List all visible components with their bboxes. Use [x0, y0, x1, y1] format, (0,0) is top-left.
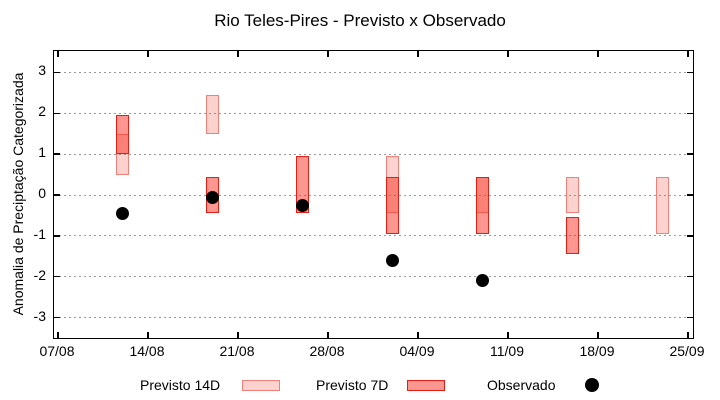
x-tick-bottom — [147, 332, 149, 338]
y-tick-left — [54, 153, 60, 155]
x-tick-bottom — [237, 332, 239, 338]
chart-title: Rio Teles-Pires - Previsto x Observado — [214, 11, 506, 30]
x-tick-label: 18/09 — [579, 343, 615, 359]
x-tick-top — [417, 51, 419, 57]
x-tick-bottom — [417, 332, 419, 338]
y-tick-right — [687, 235, 693, 237]
forecast-bar-7d — [565, 217, 579, 255]
y-tick-right — [687, 153, 693, 155]
x-tick-top — [507, 51, 509, 57]
y-tick-left — [54, 316, 60, 319]
x-tick-top — [57, 51, 59, 57]
y-tick-right — [687, 112, 693, 115]
y-tick-right — [687, 71, 693, 74]
x-tick-bottom — [327, 332, 329, 338]
x-tick-top — [327, 51, 329, 57]
forecast-bar-7d — [115, 115, 129, 155]
gridline — [54, 235, 693, 237]
x-tick-label: 28/08 — [309, 343, 345, 359]
y-tick-label: 1 — [38, 144, 46, 161]
x-tick-label: 21/08 — [219, 343, 255, 359]
x-tick-top — [687, 51, 689, 57]
y-tick-left — [54, 71, 60, 74]
forecast-bar-7d — [475, 176, 489, 234]
forecast-bar-7d — [385, 176, 399, 234]
observed-dot — [115, 206, 129, 220]
x-tick-top — [597, 51, 599, 57]
y-tick-right — [687, 194, 693, 196]
observed-dot — [475, 274, 489, 288]
gridline — [54, 71, 693, 73]
gridline — [54, 112, 693, 114]
y-tick-label: -1 — [33, 225, 46, 242]
gridline — [54, 153, 693, 155]
y-tick-left — [54, 112, 60, 115]
observed-dot — [385, 253, 399, 267]
x-tick-top — [237, 51, 239, 57]
observed-dot — [295, 198, 309, 212]
gridline — [54, 194, 693, 196]
x-tick-label: 11/09 — [490, 343, 524, 359]
legend-swatch-previsto-14d — [242, 380, 280, 391]
forecast-bar-14d — [655, 176, 669, 234]
y-tick-label: -2 — [33, 266, 46, 283]
x-tick-bottom — [57, 332, 59, 338]
legend-label-observado: Observado — [487, 377, 556, 393]
legend-swatch-previsto-7d — [407, 380, 445, 391]
forecast-bar-14d — [205, 94, 219, 134]
x-tick-label: 14/08 — [129, 343, 165, 359]
x-tick-bottom — [507, 332, 509, 338]
y-tick-right — [687, 275, 693, 278]
y-tick-right — [687, 316, 693, 319]
y-tick-label: 2 — [38, 103, 46, 120]
plot-area — [53, 50, 694, 339]
x-tick-top — [147, 51, 149, 57]
y-tick-label: 0 — [38, 185, 46, 201]
x-tick-label: 07/08 — [39, 343, 75, 359]
gridline — [54, 276, 693, 278]
x-tick-bottom — [687, 332, 689, 338]
y-tick-left — [54, 194, 60, 196]
legend-label-previsto-7d: Previsto 7D — [316, 377, 389, 393]
x-tick-bottom — [597, 332, 599, 338]
x-tick-label: 25/09 — [669, 343, 705, 359]
forecast-bar-14d — [565, 176, 579, 214]
legend-label-previsto-14d: Previsto 14D — [140, 377, 221, 393]
y-tick-left — [54, 235, 60, 237]
x-tick-label: 04/09 — [399, 343, 435, 359]
observed-dot — [205, 190, 219, 204]
legend-observado-dot-icon — [585, 378, 599, 392]
gridline — [54, 317, 693, 319]
y-tick-label: -3 — [33, 307, 46, 324]
y-tick-left — [54, 275, 60, 278]
y-tick-label: 3 — [38, 62, 46, 79]
